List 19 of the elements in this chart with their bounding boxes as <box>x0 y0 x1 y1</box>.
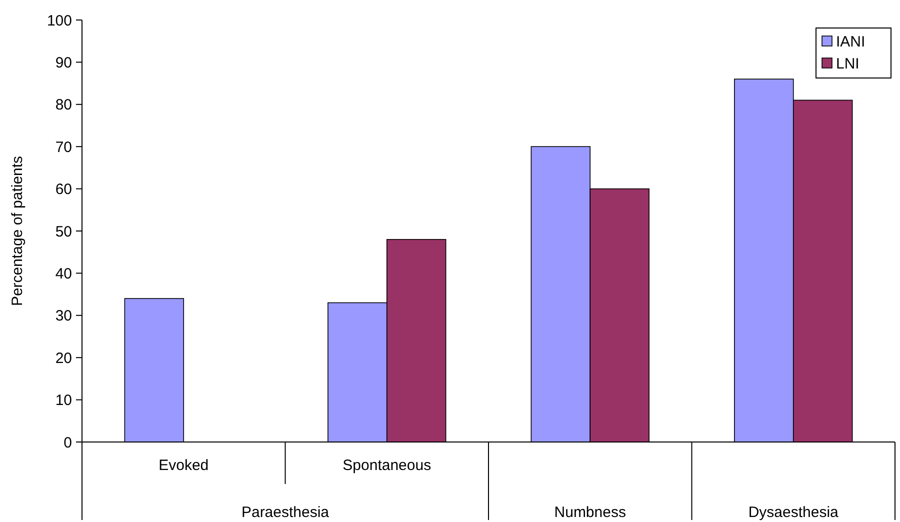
x-tick-label: Spontaneous <box>342 457 432 474</box>
y-tick-label: 30 <box>55 308 72 325</box>
y-tick-label: 50 <box>55 223 72 240</box>
y-axis-title: Percentage of patients <box>9 156 26 306</box>
legend-label: LNI <box>836 55 860 72</box>
x-tick-label: Evoked <box>158 457 209 474</box>
y-tick-label: 80 <box>55 96 72 114</box>
y-tick-label: 70 <box>55 138 72 156</box>
y-tick-label: 90 <box>55 54 72 72</box>
x-tick-label: Numbness <box>554 504 626 521</box>
y-tick-label: 100 <box>46 12 72 30</box>
y-tick-label: 0 <box>64 434 72 452</box>
y-tick-label: 20 <box>55 350 72 367</box>
x-tick-label: Dysaesthesia <box>748 504 840 521</box>
legend-label: IANI <box>836 33 866 50</box>
text: Paraesthesia <box>241 504 330 521</box>
y-tick-label: 60 <box>55 181 72 198</box>
y-tick-label: 40 <box>55 265 72 282</box>
y-tick-label: 10 <box>55 392 72 410</box>
